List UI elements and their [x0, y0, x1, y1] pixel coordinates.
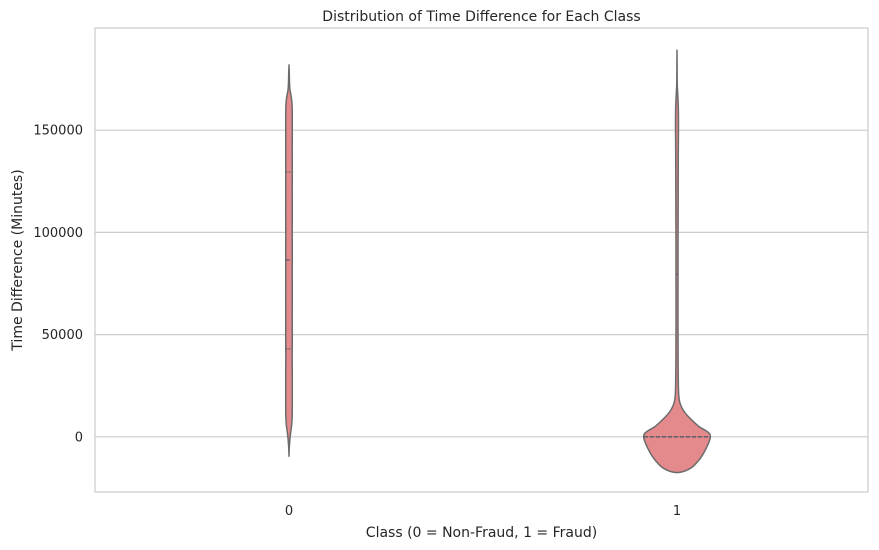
y-tick-label: 50000	[42, 328, 83, 343]
y-tick-label: 150000	[33, 124, 83, 139]
y-tick-label: 0	[75, 430, 83, 445]
grid-layer	[95, 129, 868, 438]
violin-body	[642, 49, 712, 474]
chart-title: Distribution of Time Difference for Each…	[322, 9, 640, 25]
y-axis-label: Time Difference (Minutes)	[10, 169, 26, 351]
tick-layer: 0 50000 100000 150000 0 1	[33, 124, 681, 519]
x-tick-label: 1	[673, 504, 681, 519]
x-tick-label: 0	[285, 504, 293, 519]
plot-frame	[94, 27, 869, 493]
y-tick-label: 100000	[33, 226, 83, 241]
violin-layer	[284, 49, 712, 474]
x-axis-label: Class (0 = Non-Fraud, 1 = Fraud)	[366, 525, 597, 541]
